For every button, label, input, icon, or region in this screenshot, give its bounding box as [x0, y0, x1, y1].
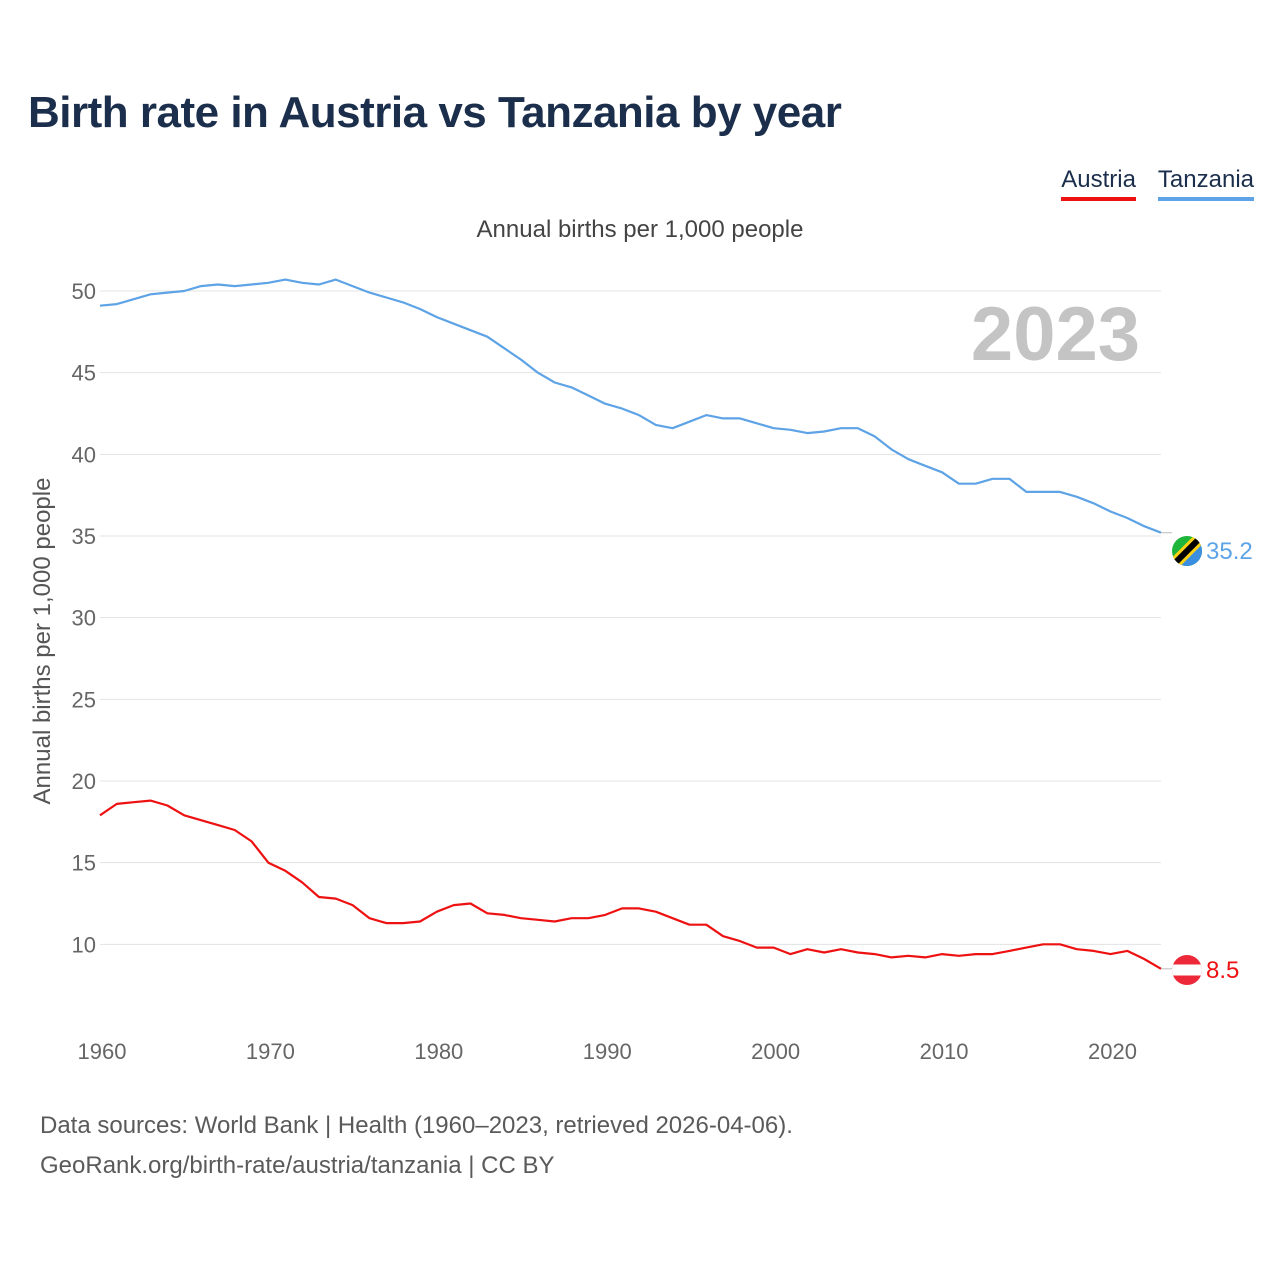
- series-line-austria[interactable]: [99, 799, 1162, 970]
- y-tick-label: 35: [72, 524, 96, 549]
- y-tick-label: 25: [72, 687, 96, 712]
- legend: Austria Tanzania: [1061, 166, 1254, 201]
- chart-subtitle: Annual births per 1,000 people: [476, 216, 804, 243]
- tanzania-flag-icon: [1172, 536, 1202, 566]
- y-axis-title: Annual births per 1,000 people: [29, 478, 56, 805]
- series-line-tanzania[interactable]: [99, 278, 1162, 534]
- y-tick-label: 30: [72, 606, 96, 631]
- tanzania-end-value: 35.2: [1206, 538, 1253, 565]
- x-tick-label: 2020: [1088, 1039, 1137, 1064]
- chart-title: Birth rate in Austria vs Tanzania by yea…: [28, 88, 842, 137]
- y-tick-label: 15: [72, 851, 96, 876]
- x-tick-label: 1980: [414, 1039, 463, 1064]
- y-tick-label: 40: [72, 442, 96, 467]
- y-tick-label: 20: [72, 769, 96, 794]
- y-tick-label: 45: [72, 361, 96, 386]
- y-tick-label: 10: [72, 932, 96, 957]
- footer-sources: Data sources: World Bank | Health (1960–…: [40, 1112, 793, 1139]
- current-year-label: 2023: [971, 292, 1140, 377]
- austria-flag-icon: [1172, 955, 1202, 985]
- y-tick-label: 50: [72, 279, 96, 304]
- footer-url: GeoRank.org/birth-rate/austria/tanzania …: [40, 1152, 555, 1179]
- x-tick-label: 1990: [583, 1039, 632, 1064]
- footer: Data sources: World Bank | Health (1960–…: [40, 1106, 793, 1186]
- x-tick-label: 1970: [246, 1039, 295, 1064]
- x-tick-label: 1960: [78, 1039, 127, 1064]
- x-tick-label: 2000: [751, 1039, 800, 1064]
- legend-item-austria[interactable]: Austria: [1061, 166, 1136, 201]
- legend-item-tanzania[interactable]: Tanzania: [1157, 166, 1254, 201]
- x-tick-label: 2010: [920, 1039, 969, 1064]
- austria-end-value: 8.5: [1206, 957, 1239, 984]
